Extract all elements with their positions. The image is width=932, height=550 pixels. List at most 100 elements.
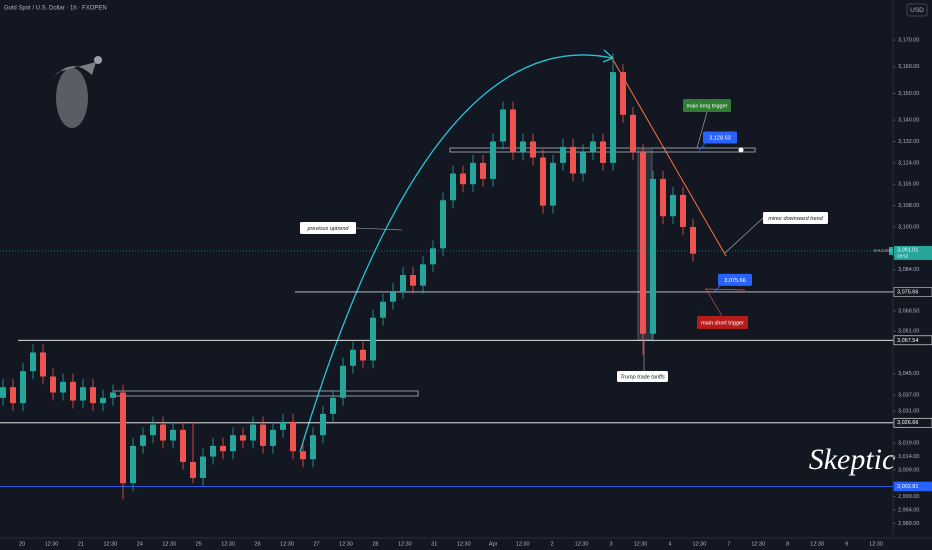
x-tick-label: 21 xyxy=(78,541,84,547)
currency-box[interactable] xyxy=(906,3,928,17)
connector xyxy=(724,217,764,254)
candle-body xyxy=(370,317,376,361)
x-tick-label: 12:30 xyxy=(45,541,59,547)
candle-body xyxy=(660,178,666,217)
candle-body xyxy=(70,381,76,401)
candle-body xyxy=(150,424,156,436)
x-tick-label: 2 xyxy=(551,541,554,547)
x-tick-label: 12:30 xyxy=(162,541,176,547)
annotation: previous uptrend xyxy=(307,226,350,232)
candle-body xyxy=(320,413,326,436)
annotation: Trump trade tariffs xyxy=(620,374,665,380)
candle-body xyxy=(590,141,596,153)
x-tick-label: 12:30 xyxy=(457,541,471,547)
y-tick-label: 3,068.50 xyxy=(898,309,919,315)
candle-body xyxy=(670,194,676,217)
countdown: 28:52 xyxy=(897,254,909,259)
candle-body xyxy=(30,352,36,372)
level-tag xyxy=(893,481,932,492)
candle-body xyxy=(400,275,406,292)
candle-body xyxy=(0,387,6,398)
candle-body xyxy=(620,72,626,115)
candle-body xyxy=(690,226,696,254)
candle-body xyxy=(520,141,526,153)
annotation-box xyxy=(763,212,828,224)
candle-body xyxy=(350,349,356,366)
callout-box xyxy=(718,273,752,286)
level-label: 3,075.66 xyxy=(897,289,918,295)
symbol-tag: XAUUSD xyxy=(873,248,893,253)
x-tick-label: 12:30 xyxy=(516,541,530,547)
x-tick-label: 12:30 xyxy=(634,541,648,547)
y-tick-label: 3,140.00 xyxy=(898,118,919,124)
x-tick-label: 31 xyxy=(431,541,437,547)
x-tick-label: 12:30 xyxy=(398,541,412,547)
candle-body xyxy=(600,141,606,163)
x-tick-label: 4 xyxy=(668,541,671,547)
candle-body xyxy=(80,387,86,401)
candle-body xyxy=(360,349,366,361)
symbol-tag-bg xyxy=(889,246,893,255)
candle-body xyxy=(340,365,346,398)
candle-body xyxy=(190,461,196,478)
candle-body xyxy=(390,291,396,302)
candle-body xyxy=(40,352,46,377)
x-tick-label: Apr xyxy=(489,541,498,547)
x-tick-label: 7 xyxy=(727,541,730,547)
annotation: minor downward trend xyxy=(768,216,823,222)
candle-body xyxy=(290,421,296,452)
y-tick-label: 3,170.00 xyxy=(898,38,919,44)
candle-body xyxy=(410,275,416,286)
y-tick-label: 3,031.00 xyxy=(898,409,919,415)
candle-body xyxy=(260,424,266,446)
annotation-box xyxy=(300,222,356,234)
candle-body xyxy=(540,157,546,206)
candle-body xyxy=(380,301,386,318)
y-tick-label: 2,994.00 xyxy=(898,507,919,513)
y-tick-label: 3,100.00 xyxy=(898,224,919,230)
candle-body xyxy=(470,162,476,185)
x-tick-label: 26 xyxy=(255,541,261,547)
candle-body xyxy=(60,381,66,393)
zone-handle[interactable] xyxy=(738,147,744,153)
candle-body xyxy=(580,152,586,174)
last-price-tag xyxy=(894,245,932,260)
level-tag xyxy=(893,417,932,428)
candle-body xyxy=(610,72,616,163)
candle-body xyxy=(20,371,26,404)
y-tick-label: 3,019.00 xyxy=(898,441,919,447)
y-tick-label: 3,160.00 xyxy=(898,64,919,70)
candle-body xyxy=(680,194,686,227)
candle-body xyxy=(50,376,56,393)
currency[interactable]: USD xyxy=(910,7,924,14)
y-tick-label: 3,116.00 xyxy=(898,182,919,188)
y-tick-label: 3,132.00 xyxy=(898,139,919,145)
candle-body xyxy=(140,435,146,446)
x-tick-label: 12:30 xyxy=(221,541,235,547)
x-tick-label: 20 xyxy=(19,541,25,547)
candle-body xyxy=(250,424,256,441)
candle-body xyxy=(210,445,216,457)
level-tag xyxy=(893,335,932,346)
candle-body xyxy=(170,429,176,441)
candle-body xyxy=(570,146,576,174)
candle-body xyxy=(200,456,206,478)
y-tick-label: 3,009.00 xyxy=(898,467,919,473)
last-price-label: 3,091.01 xyxy=(897,247,918,253)
connector xyxy=(705,288,723,317)
candle-body xyxy=(530,141,536,158)
candle-body xyxy=(560,146,566,163)
x-tick-label: 12:30 xyxy=(339,541,353,547)
x-tick-label: 28 xyxy=(372,541,378,547)
candle-body xyxy=(10,387,16,404)
downtrend-line xyxy=(611,57,727,257)
y-tick-label: 3,150.00 xyxy=(898,91,919,97)
annotation-box xyxy=(697,316,748,329)
y-tick-label: 3,124.00 xyxy=(898,160,919,166)
annotation: main long trigger xyxy=(687,103,728,109)
x-tick-label: 9 xyxy=(845,541,848,547)
logo xyxy=(52,56,102,128)
x-tick-label: 12:30 xyxy=(751,541,765,547)
level-label: 3,002.81 xyxy=(897,484,918,490)
